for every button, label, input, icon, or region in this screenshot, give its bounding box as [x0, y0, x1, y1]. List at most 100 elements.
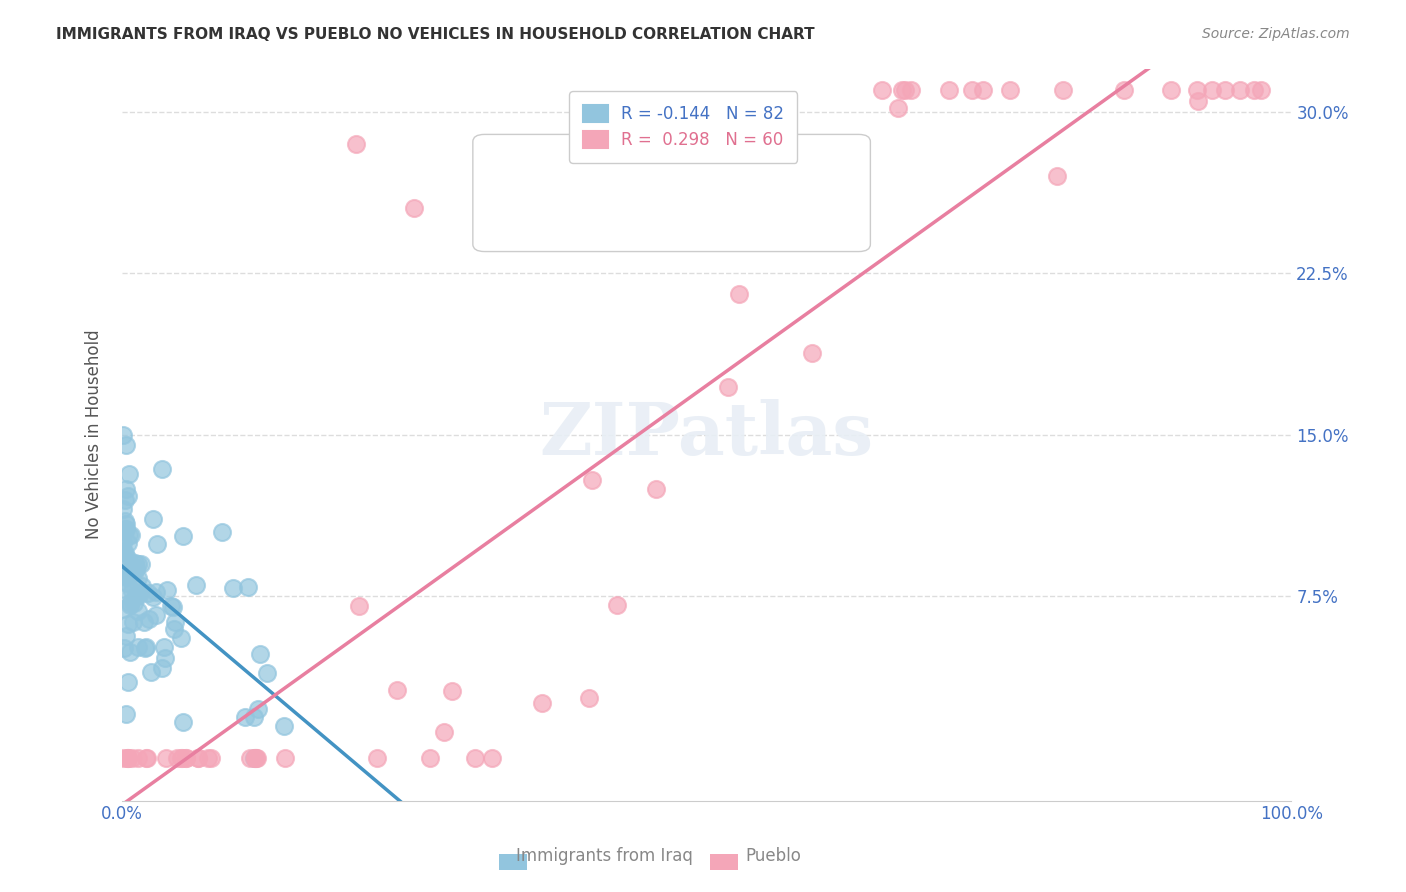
Point	[117, 552, 139, 566]
Point	[135, 640, 157, 654]
Point	[366, 750, 388, 764]
Point	[163, 623, 186, 637]
Point	[233, 710, 256, 724]
Point	[236, 580, 259, 594]
Point	[135, 750, 157, 764]
Point	[243, 750, 266, 764]
Point	[115, 517, 138, 532]
Point	[440, 684, 463, 698]
Point	[246, 750, 269, 764]
Point	[222, 581, 245, 595]
Point	[187, 750, 209, 764]
Point	[112, 427, 135, 442]
Point	[122, 595, 145, 609]
Point	[886, 101, 908, 115]
Point	[1213, 83, 1236, 97]
Point	[112, 602, 135, 616]
Point	[347, 599, 370, 613]
Point	[163, 615, 186, 630]
Point	[114, 514, 136, 528]
Point	[117, 489, 139, 503]
Point	[112, 750, 135, 764]
FancyBboxPatch shape	[472, 135, 870, 252]
Point	[121, 584, 143, 599]
Point	[136, 585, 159, 599]
Point	[481, 750, 503, 764]
Point	[197, 750, 219, 764]
Point	[112, 550, 135, 565]
Point	[156, 582, 179, 597]
Point	[114, 570, 136, 584]
Point	[166, 750, 188, 764]
Point	[121, 615, 143, 630]
Point	[111, 536, 134, 550]
Point	[1250, 83, 1272, 97]
Point	[129, 557, 152, 571]
Point	[160, 599, 183, 614]
Point	[174, 750, 197, 764]
Point	[125, 560, 148, 574]
Point	[127, 640, 149, 655]
Point	[139, 665, 162, 680]
Point	[111, 582, 134, 597]
Point	[117, 576, 139, 591]
Point	[810, 165, 832, 179]
Point	[145, 585, 167, 599]
Point	[114, 492, 136, 507]
Point	[433, 725, 456, 739]
Point	[870, 83, 893, 97]
Point	[117, 467, 139, 481]
Point	[800, 346, 823, 360]
Point	[150, 661, 173, 675]
Point	[246, 702, 269, 716]
Point	[128, 588, 150, 602]
Point	[211, 524, 233, 539]
Point	[117, 750, 139, 764]
Text: Source: ZipAtlas.com: Source: ZipAtlas.com	[1202, 27, 1350, 41]
Point	[645, 483, 668, 497]
Point	[120, 527, 142, 541]
Point	[242, 710, 264, 724]
Point	[581, 473, 603, 487]
Point	[114, 438, 136, 452]
Point	[578, 690, 600, 705]
Point	[117, 616, 139, 631]
Point	[243, 750, 266, 764]
Point	[150, 462, 173, 476]
Point	[118, 528, 141, 542]
Point	[118, 598, 141, 612]
Text: IMMIGRANTS FROM IRAQ VS PUEBLO NO VEHICLES IN HOUSEHOLD CORRELATION CHART: IMMIGRANTS FROM IRAQ VS PUEBLO NO VEHICL…	[56, 27, 815, 42]
Point	[464, 750, 486, 764]
Point	[120, 596, 142, 610]
Point	[124, 590, 146, 604]
Point	[1052, 83, 1074, 97]
Point	[172, 715, 194, 730]
Point	[121, 566, 143, 581]
Y-axis label: No Vehicles in Household: No Vehicles in Household	[86, 330, 103, 540]
Point	[249, 648, 271, 662]
Point	[606, 599, 628, 613]
Point	[111, 502, 134, 516]
Point	[132, 615, 155, 630]
Point	[117, 750, 139, 764]
Point	[138, 612, 160, 626]
Point	[273, 719, 295, 733]
Text: Pueblo: Pueblo	[745, 847, 801, 865]
Point	[118, 645, 141, 659]
Point	[387, 682, 409, 697]
Point	[127, 557, 149, 571]
Point	[114, 522, 136, 536]
Point	[717, 380, 740, 394]
Point	[1187, 94, 1209, 108]
Point	[173, 529, 195, 543]
Point	[1229, 83, 1251, 97]
Legend: R = -0.144   N = 82, R =  0.298   N = 60: R = -0.144 N = 82, R = 0.298 N = 60	[569, 92, 797, 163]
Point	[111, 544, 134, 558]
Point	[162, 600, 184, 615]
Point	[239, 750, 262, 764]
Point	[998, 83, 1021, 97]
Point	[112, 641, 135, 656]
Point	[1185, 83, 1208, 97]
Point	[1243, 83, 1265, 97]
Point	[121, 750, 143, 764]
